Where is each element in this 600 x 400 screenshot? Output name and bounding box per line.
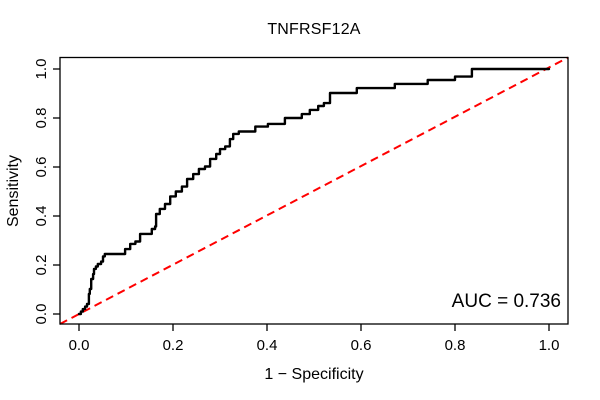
x-tick-label: 0.8 [445,337,466,354]
y-tick-label: 0.2 [33,255,50,276]
x-tick-label: 0.4 [257,337,278,354]
y-tick-label: 0.8 [33,108,50,129]
auc-annotation: AUC = 0.736 [451,291,561,312]
x-axis-label: 1 − Specificity [264,366,364,383]
plot-border [59,56,569,325]
y-tick-label: 0.6 [33,157,50,178]
x-tick-label: 1.0 [539,337,560,354]
page-title: TNFRSF12A [267,21,361,38]
y-tick-label: 0.4 [33,206,50,227]
x-tick-label: 0.2 [163,337,184,354]
diagonal-reference-line [59,56,569,325]
x-tick-label: 0.6 [351,337,372,354]
roc-curve [77,67,551,316]
y-tick-label: 1.0 [33,59,50,80]
y-tick-label: 0.0 [33,304,50,325]
x-tick-label: 0.0 [69,337,90,354]
